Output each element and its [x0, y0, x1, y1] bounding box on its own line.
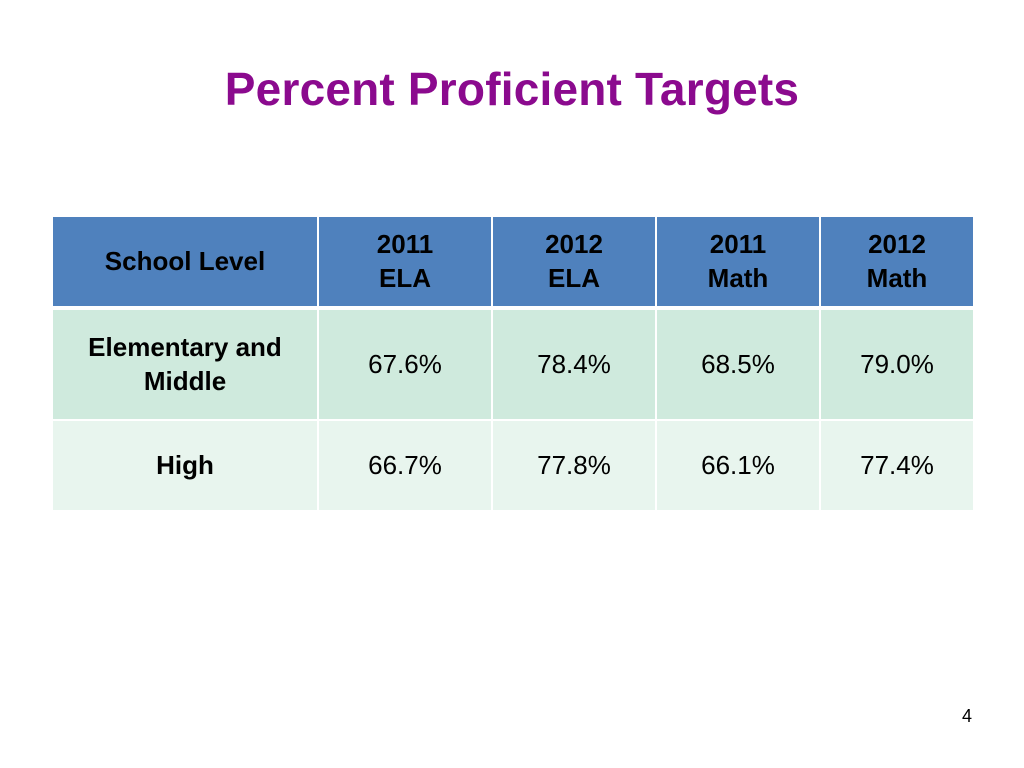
header-school-level: School Level: [51, 215, 319, 310]
header-year: 2011: [709, 228, 767, 259]
page-number: 4: [961, 706, 972, 726]
header-2012-math: 2012 Math: [819, 215, 975, 310]
table-cell: 79.0%: [819, 307, 975, 421]
header-subject: ELA: [379, 262, 431, 293]
table-header-row: School Level 2011 ELA 2012 ELA 2011 Math…: [51, 215, 975, 310]
table-cell: 77.4%: [819, 419, 975, 512]
row-label-line: Elementary and: [88, 331, 282, 362]
header-year: 2012: [868, 228, 926, 259]
proficiency-targets-table: School Level 2011 ELA 2012 ELA 2011 Math…: [51, 215, 975, 512]
row-label-elementary-middle: Elementary and Middle: [51, 307, 319, 421]
header-subject: ELA: [548, 262, 600, 293]
table-cell: 78.4%: [491, 307, 657, 421]
row-label-high: High: [51, 419, 319, 512]
header-year: 2011: [376, 228, 434, 259]
table-row: Elementary and Middle 67.6% 78.4% 68.5% …: [51, 307, 975, 421]
table-cell: 77.8%: [491, 419, 657, 512]
row-label-line: Middle: [143, 365, 227, 396]
table-cell: 67.6%: [317, 307, 493, 421]
header-2012-ela: 2012 ELA: [491, 215, 657, 310]
table-cell: 68.5%: [655, 307, 821, 421]
header-2011-math: 2011 Math: [655, 215, 821, 310]
table-cell: 66.1%: [655, 419, 821, 512]
header-year: 2012: [545, 228, 603, 259]
table-cell: 66.7%: [317, 419, 493, 512]
table-row: High 66.7% 77.8% 66.1% 77.4%: [51, 419, 975, 512]
header-subject: Math: [707, 262, 769, 293]
slide-title: Percent Proficient Targets: [224, 63, 800, 115]
header-subject: Math: [866, 262, 928, 293]
header-2011-ela: 2011 ELA: [317, 215, 493, 310]
